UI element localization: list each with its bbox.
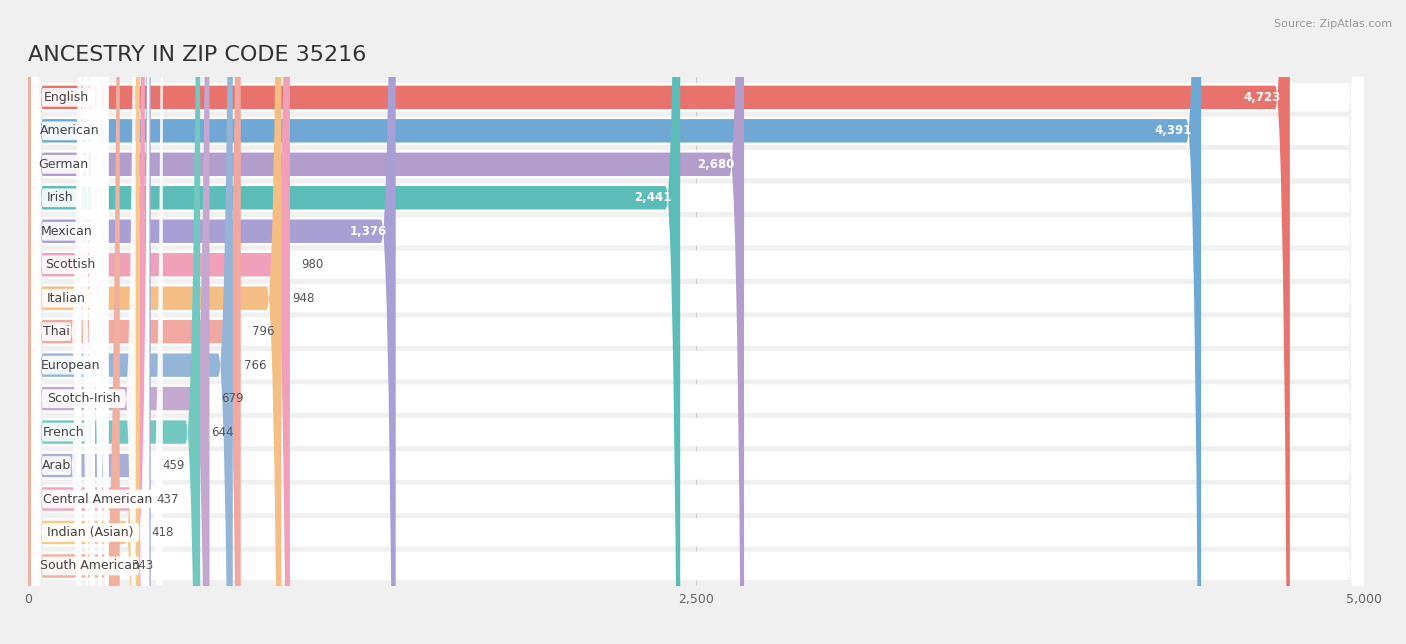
FancyBboxPatch shape — [28, 0, 120, 644]
FancyBboxPatch shape — [31, 0, 101, 644]
FancyBboxPatch shape — [28, 0, 1364, 644]
FancyBboxPatch shape — [31, 0, 108, 644]
FancyBboxPatch shape — [28, 0, 145, 644]
Text: 4,391: 4,391 — [1154, 124, 1192, 137]
FancyBboxPatch shape — [28, 0, 1364, 644]
FancyBboxPatch shape — [31, 0, 82, 644]
FancyBboxPatch shape — [28, 0, 1364, 644]
FancyBboxPatch shape — [28, 0, 681, 644]
FancyBboxPatch shape — [28, 0, 744, 644]
FancyBboxPatch shape — [28, 0, 1364, 644]
FancyBboxPatch shape — [31, 0, 82, 644]
Text: South American: South American — [41, 560, 141, 573]
FancyBboxPatch shape — [31, 0, 149, 644]
FancyBboxPatch shape — [28, 0, 209, 644]
FancyBboxPatch shape — [28, 0, 281, 644]
FancyBboxPatch shape — [28, 0, 1364, 644]
Text: 1,376: 1,376 — [350, 225, 387, 238]
Text: 437: 437 — [156, 493, 179, 506]
FancyBboxPatch shape — [31, 0, 96, 644]
Text: Italian: Italian — [48, 292, 86, 305]
Text: Scotch-Irish: Scotch-Irish — [46, 392, 121, 405]
Text: Central American: Central American — [42, 493, 152, 506]
FancyBboxPatch shape — [28, 0, 150, 644]
FancyBboxPatch shape — [28, 0, 139, 644]
Text: Arab: Arab — [42, 459, 72, 472]
FancyBboxPatch shape — [28, 0, 1364, 644]
FancyBboxPatch shape — [28, 0, 1364, 644]
FancyBboxPatch shape — [28, 0, 1364, 644]
FancyBboxPatch shape — [28, 0, 240, 644]
Text: ANCESTRY IN ZIP CODE 35216: ANCESTRY IN ZIP CODE 35216 — [28, 44, 367, 64]
FancyBboxPatch shape — [31, 0, 96, 644]
FancyBboxPatch shape — [31, 0, 101, 644]
Text: Irish: Irish — [46, 191, 73, 204]
FancyBboxPatch shape — [28, 0, 1364, 644]
Text: 4,723: 4,723 — [1243, 91, 1281, 104]
FancyBboxPatch shape — [28, 0, 1364, 644]
FancyBboxPatch shape — [28, 0, 1364, 644]
FancyBboxPatch shape — [31, 0, 149, 644]
FancyBboxPatch shape — [31, 0, 163, 644]
Text: European: European — [41, 359, 100, 372]
FancyBboxPatch shape — [31, 0, 89, 644]
Text: 948: 948 — [292, 292, 315, 305]
Text: 766: 766 — [245, 359, 267, 372]
Text: 796: 796 — [252, 325, 274, 338]
FancyBboxPatch shape — [31, 0, 101, 644]
FancyBboxPatch shape — [28, 0, 290, 644]
FancyBboxPatch shape — [28, 0, 1364, 644]
FancyBboxPatch shape — [28, 0, 233, 644]
FancyBboxPatch shape — [31, 0, 135, 644]
Text: Scottish: Scottish — [45, 258, 96, 271]
FancyBboxPatch shape — [31, 0, 108, 644]
Text: English: English — [44, 91, 89, 104]
Text: Indian (Asian): Indian (Asian) — [48, 526, 134, 539]
Text: French: French — [42, 426, 84, 439]
FancyBboxPatch shape — [28, 0, 1289, 644]
Text: 980: 980 — [301, 258, 323, 271]
FancyBboxPatch shape — [28, 0, 1364, 644]
FancyBboxPatch shape — [31, 0, 108, 644]
Text: Thai: Thai — [44, 325, 70, 338]
Text: Mexican: Mexican — [41, 225, 93, 238]
FancyBboxPatch shape — [28, 0, 395, 644]
FancyBboxPatch shape — [28, 0, 1201, 644]
Text: German: German — [38, 158, 89, 171]
Text: 679: 679 — [221, 392, 243, 405]
Text: 459: 459 — [162, 459, 184, 472]
Text: 418: 418 — [150, 526, 173, 539]
Text: Source: ZipAtlas.com: Source: ZipAtlas.com — [1274, 19, 1392, 30]
Text: 343: 343 — [131, 560, 153, 573]
Text: 644: 644 — [211, 426, 233, 439]
Text: 2,441: 2,441 — [634, 191, 671, 204]
Text: 2,680: 2,680 — [697, 158, 735, 171]
FancyBboxPatch shape — [28, 0, 1364, 644]
Text: American: American — [41, 124, 100, 137]
FancyBboxPatch shape — [28, 0, 1364, 644]
FancyBboxPatch shape — [28, 0, 200, 644]
